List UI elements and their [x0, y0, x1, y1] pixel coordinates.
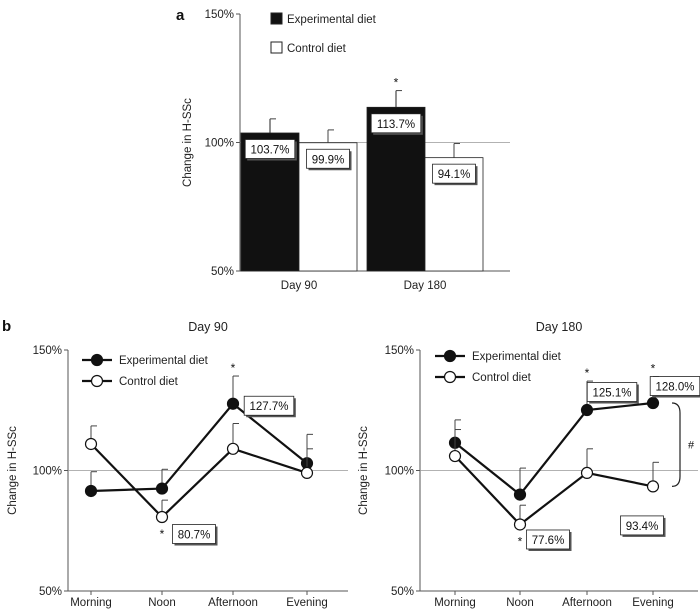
x-tick-label-noon: Noon [148, 597, 176, 609]
significance-star: * [231, 361, 236, 375]
annotation-93-4: 93.4% [626, 521, 659, 533]
series-line-experimental-diet [90, 402, 308, 493]
annotation-125-1-box [586, 382, 638, 402]
y-axis-label: Change in H-SSc [182, 98, 194, 187]
annotation-77-6-box [526, 529, 570, 550]
x-tick-label-afternoon: Afternoon [208, 597, 258, 609]
y-tick-label: 100% [33, 466, 62, 478]
point-control-diet-morning [448, 449, 462, 463]
series-line-experimental-diet [454, 401, 654, 497]
data-label-experimental-diet-day-90: 103.7% [250, 144, 289, 156]
annotation-127-7-box [243, 395, 295, 416]
data-label-control-diet-day-90: 99.9% [312, 154, 345, 166]
legend-label-experimental-diet: Experimental diet [119, 355, 209, 367]
legend-label-control-diet: Control diet [287, 43, 347, 55]
significance-star: * [518, 534, 523, 548]
data-label-control-diet-day-180-box [432, 163, 476, 184]
significance-bracket [671, 402, 681, 488]
x-tick-label-afternoon: Afternoon [562, 597, 612, 609]
legend-marker-control-diet [443, 370, 457, 384]
data-label-control-diet-day-90-box [306, 148, 350, 169]
panel-title: Day 180 [536, 320, 583, 334]
legend-label-control-diet: Control diet [119, 376, 179, 388]
point-experimental-diet-afternoon [226, 397, 240, 410]
significance-star: * [394, 76, 399, 90]
y-tick-label: 100% [385, 466, 414, 478]
panel-a: a 50% 100% 150% Change in H-SSc Day 90 103.7% 9… [176, 7, 510, 292]
point-experimental-diet-noon [155, 482, 169, 495]
annotation-127-7: 127.7% [249, 401, 288, 413]
bracket-label: # [688, 440, 695, 452]
x-tick-label-day-180: Day 180 [404, 280, 447, 292]
annotation-80-7-box [172, 524, 216, 544]
significance-star: * [160, 527, 165, 541]
legend-marker-control-diet [90, 374, 104, 388]
point-control-diet-afternoon [226, 442, 240, 455]
annotation-80-7: 80.7% [178, 530, 211, 542]
y-tick-label: 50% [39, 586, 62, 598]
x-tick-label-evening: Evening [632, 597, 674, 609]
x-tick-label-day-90: Day 90 [281, 280, 317, 292]
point-control-diet-noon [155, 510, 169, 524]
y-tick-label: 50% [211, 266, 234, 278]
series-line-control-diet [454, 455, 654, 526]
series-line-control-diet [90, 443, 308, 519]
x-tick-label-noon: Noon [506, 597, 534, 609]
point-experimental-diet-afternoon [580, 403, 594, 417]
point-experimental-diet-noon [513, 488, 527, 501]
x-tick-label-morning: Morning [70, 597, 112, 609]
y-tick-label: 50% [391, 586, 414, 598]
legend-label-control-diet: Control diet [472, 372, 532, 384]
point-experimental-diet-evening [646, 396, 660, 410]
panel-label-a: a [176, 7, 185, 24]
y-axis-label: Change in H-SSc [358, 426, 370, 515]
legend-swatch-control-diet [270, 41, 283, 54]
data-label-control-diet-day-180: 94.1% [438, 169, 471, 181]
panel-b-day-90: b Day 90 50% 100% 150% Change in H-SSc Morning… [2, 318, 348, 609]
point-control-diet-evening [300, 466, 314, 480]
annotation-128-0: 128.0% [655, 382, 694, 394]
point-control-diet-afternoon [580, 466, 594, 480]
point-control-diet-evening [646, 480, 660, 493]
point-experimental-diet-morning [84, 484, 98, 498]
data-label-experimental-diet-day-180: 113.7% [377, 119, 415, 131]
legend-marker-experimental-diet [90, 353, 104, 367]
data-label-experimental-diet-day-180-box [370, 113, 422, 134]
annotation-93-4-box [620, 515, 664, 536]
panel-title: Day 90 [188, 320, 228, 334]
x-tick-label-morning: Morning [434, 597, 476, 609]
y-axis-label: Change in H-SSc [7, 426, 19, 515]
point-control-diet-morning [84, 437, 98, 451]
legend-label-experimental-diet: Experimental diet [472, 351, 562, 363]
y-tick-label: 150% [385, 345, 414, 357]
x-tick-label-evening: Evening [286, 597, 328, 609]
annotation-125-1: 125.1% [592, 388, 631, 400]
significance-star: * [585, 366, 590, 380]
panel-b-day-180: Day 180 50% 100% 150% Change in H-SSc Morning… [358, 320, 700, 609]
y-tick-label: 150% [33, 345, 62, 357]
legend-marker-experimental-diet [443, 349, 457, 363]
significance-star: * [651, 362, 656, 376]
point-control-diet-noon [513, 518, 527, 531]
legend-swatch-experimental-diet [270, 12, 283, 25]
panel-label-b: b [2, 318, 11, 335]
annotation-77-6: 77.6% [532, 535, 565, 547]
data-label-experimental-diet-day-90-box [244, 139, 296, 159]
y-tick-label: 100% [205, 138, 234, 150]
y-tick-label: 150% [205, 9, 234, 21]
legend-label-experimental-diet: Experimental diet [287, 14, 377, 26]
